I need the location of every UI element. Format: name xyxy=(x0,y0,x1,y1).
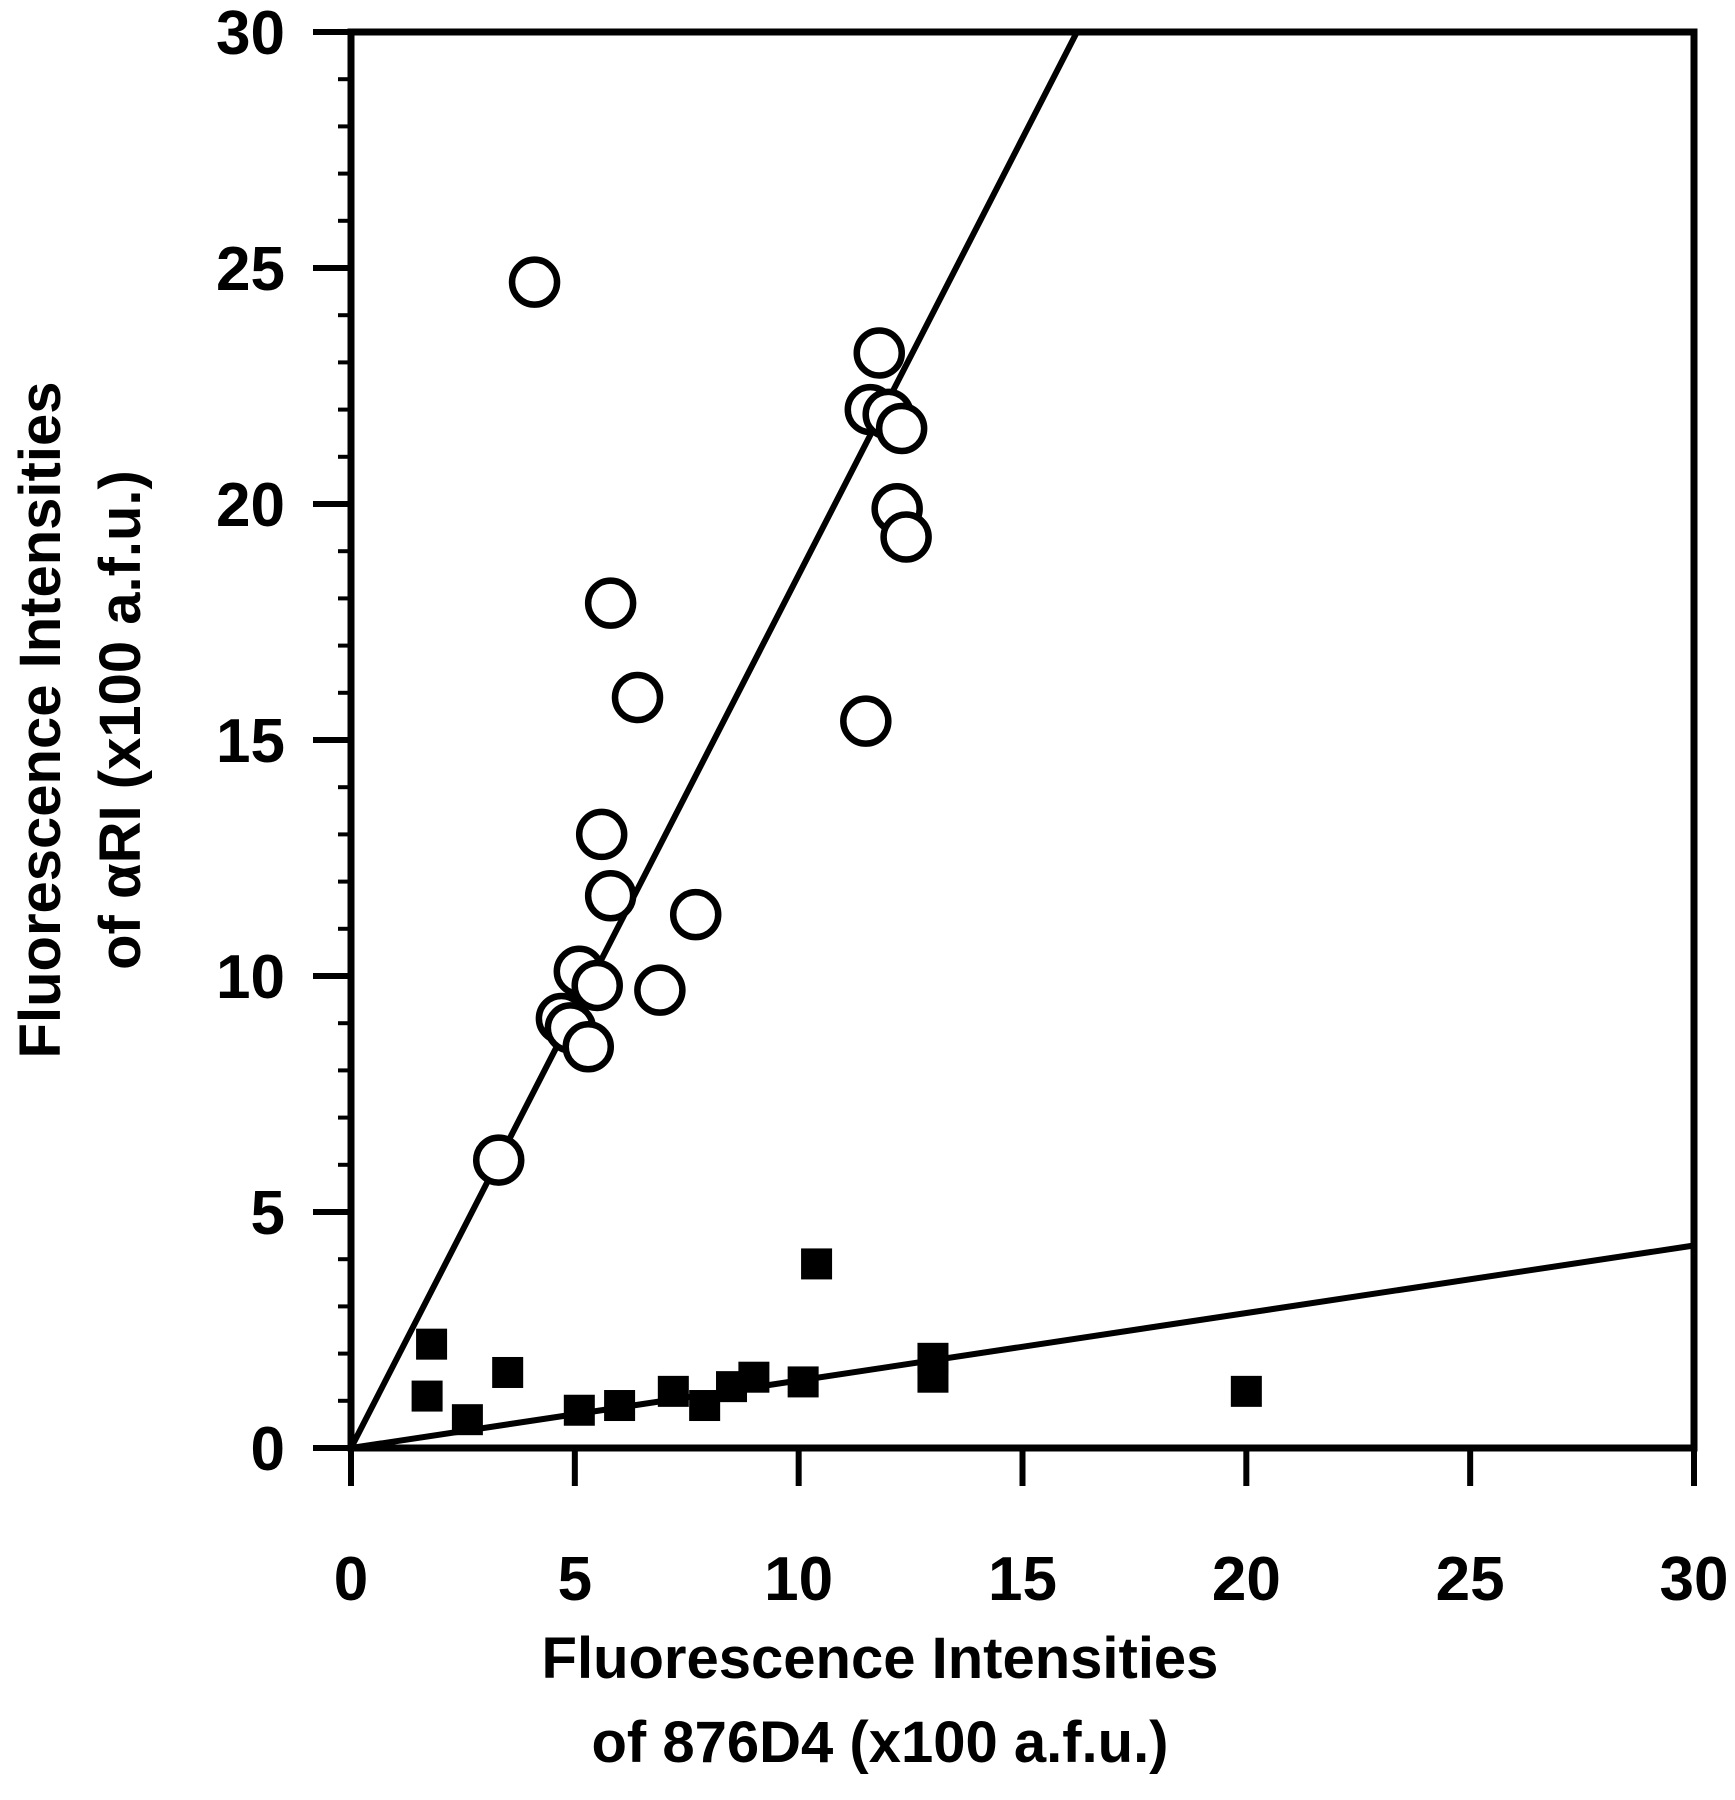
data-point-circle-15 xyxy=(634,964,686,1016)
data-point-circle-18 xyxy=(562,1021,615,1073)
x-axis-label-line2: of 876D4 (x100 a.f.u.) xyxy=(592,1710,1169,1775)
y-tick-label-5: 5 xyxy=(251,1179,285,1248)
open-circles-fit-line xyxy=(348,32,1079,1450)
data-point-square-0 xyxy=(416,1328,448,1360)
data-point-square-2 xyxy=(451,1404,483,1436)
y-axis-label-line1: Fluorescence Intensities xyxy=(8,382,73,1059)
x-tick-label-0: 0 xyxy=(334,1545,368,1614)
data-point-circle-19 xyxy=(472,1134,525,1186)
data-point-circle-8 xyxy=(611,671,664,724)
data-point-circle-4 xyxy=(875,402,928,455)
y-tick-label-0: 0 xyxy=(251,1415,285,1484)
data-point-square-9 xyxy=(738,1361,770,1393)
data-point-square-5 xyxy=(604,1390,636,1422)
plot-frame xyxy=(347,28,1698,1452)
data-point-circle-1 xyxy=(853,327,905,379)
x-tick-label-5: 5 xyxy=(558,1545,592,1614)
data-point-square-14 xyxy=(1230,1375,1262,1407)
y-tick-label-10: 10 xyxy=(216,943,285,1012)
x-axis-label-line1: Fluorescence Intensities xyxy=(542,1626,1219,1691)
data-point-square-6 xyxy=(657,1375,689,1407)
x-tick-label-20: 20 xyxy=(1212,1545,1281,1614)
filled-squares-fit-line xyxy=(350,1242,1695,1451)
y-tick-label-15: 15 xyxy=(216,707,285,776)
y-tick-label-30: 30 xyxy=(216,0,285,68)
data-point-circle-9 xyxy=(840,695,892,747)
x-tick-label-25: 25 xyxy=(1436,1545,1505,1614)
x-tick-label-10: 10 xyxy=(764,1545,833,1614)
data-point-square-10 xyxy=(787,1366,819,1398)
data-point-square-13 xyxy=(917,1361,949,1393)
data-point-circle-6 xyxy=(880,511,932,563)
data-point-square-7 xyxy=(689,1390,721,1422)
data-point-circle-11 xyxy=(584,870,637,922)
y-tick-label-20: 20 xyxy=(216,471,285,540)
x-tick-label-15: 15 xyxy=(988,1545,1057,1614)
data-point-circle-7 xyxy=(584,577,637,629)
data-point-circle-12 xyxy=(669,888,722,941)
data-point-square-3 xyxy=(492,1356,524,1388)
data-point-square-11 xyxy=(801,1248,833,1280)
y-axis-label-line2: of αRI (x100 a.f.u.) xyxy=(88,470,153,970)
data-point-circle-10 xyxy=(575,808,628,861)
data-point-circle-0 xyxy=(508,256,561,308)
y-tick-label-25: 25 xyxy=(216,235,285,304)
data-point-square-4 xyxy=(563,1394,595,1426)
data-point-circle-14 xyxy=(571,959,623,1012)
data-point-square-1 xyxy=(411,1380,443,1412)
x-tick-label-30: 30 xyxy=(1660,1545,1729,1614)
